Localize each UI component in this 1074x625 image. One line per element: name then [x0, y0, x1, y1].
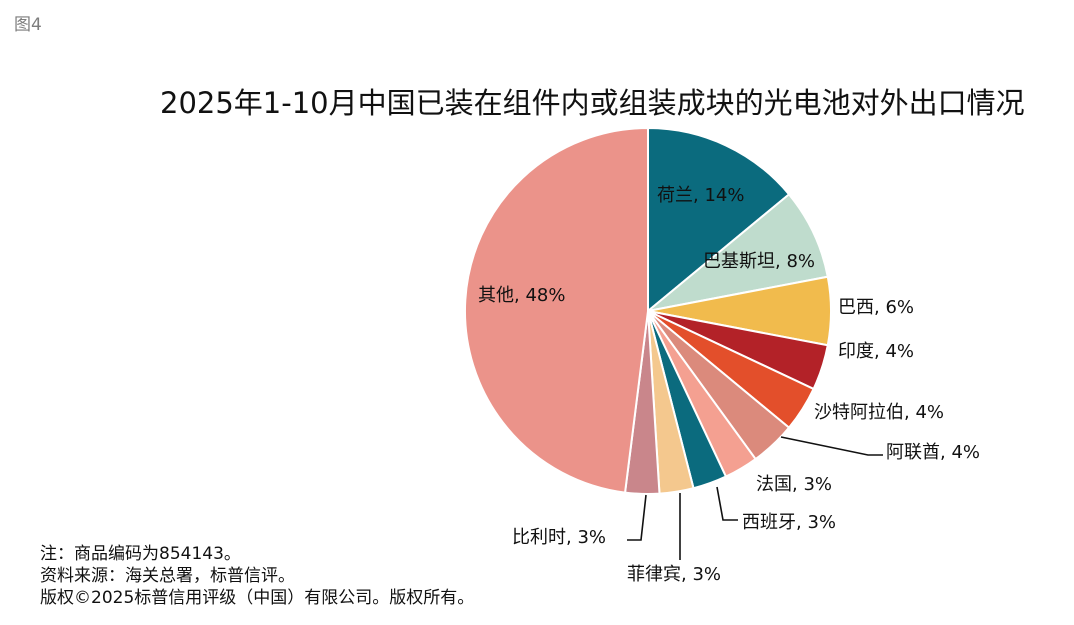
slice-label-8: 菲律宾, 3% — [627, 564, 721, 585]
pie-slice-0 — [647, 126, 791, 314]
pie-slice-10 — [464, 126, 649, 494]
slice-label-3: 印度, 4% — [838, 341, 914, 362]
slice-label-7: 西班牙, 3% — [742, 512, 836, 533]
leader-line-9 — [627, 494, 647, 541]
slice-label-6: 法国, 3% — [756, 474, 832, 495]
footnotes: 注：商品编码为854143。 资料来源：海关总署，标普信评。 版权©2025标普… — [40, 543, 474, 609]
slice-label-0: 荷兰, 14% — [657, 185, 744, 206]
note-source: 资料来源：海关总署，标普信评。 — [40, 566, 295, 586]
slice-label-1: 巴基斯坦, 8% — [703, 251, 815, 272]
figure-label: 图4 — [14, 15, 42, 35]
slice-label-10: 其他, 48% — [478, 285, 565, 306]
note-hs-code: 注：商品编码为854143。 — [40, 544, 241, 564]
slice-label-4: 沙特阿拉伯, 4% — [814, 402, 944, 423]
slice-label-5: 阿联酋, 4% — [886, 442, 980, 463]
note-copyright: 版权©2025标普信用评级（中国）有限公司。版权所有。 — [40, 588, 475, 608]
slice-label-9: 比利时, 3% — [512, 527, 606, 548]
pie-slices — [464, 126, 832, 495]
leader-line-5 — [780, 436, 883, 456]
leader-lines — [627, 436, 883, 560]
chart-title: 2025年1-10月中国已装在组件内或组装成块的光电池对外出口情况 — [160, 86, 1025, 120]
leader-line-7 — [716, 486, 738, 521]
slice-labels: 荷兰, 14% 巴基斯坦, 8% 巴西, 6% 印度, 4% 沙特阿拉伯, 4% 阿联酋,… — [478, 185, 980, 585]
slice-label-2: 巴西, 6% — [838, 297, 914, 318]
pie-slice-1 — [647, 192, 829, 312]
